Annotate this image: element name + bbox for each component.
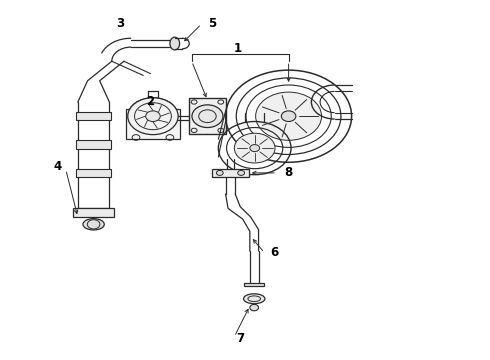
Circle shape — [128, 98, 178, 135]
Circle shape — [281, 111, 296, 122]
Circle shape — [146, 111, 160, 122]
Circle shape — [250, 305, 259, 311]
Circle shape — [238, 170, 245, 175]
Text: 3: 3 — [117, 17, 124, 30]
Circle shape — [217, 170, 223, 175]
Circle shape — [234, 133, 275, 163]
Circle shape — [128, 98, 178, 135]
Text: 7: 7 — [236, 332, 244, 345]
Bar — [76, 112, 111, 121]
Ellipse shape — [83, 219, 104, 230]
Ellipse shape — [244, 294, 265, 304]
Text: 8: 8 — [285, 166, 293, 179]
Text: 5: 5 — [208, 17, 216, 30]
Bar — [76, 140, 111, 149]
Circle shape — [146, 111, 160, 122]
Text: 2: 2 — [147, 95, 155, 108]
Bar — [244, 283, 265, 286]
Bar — [76, 168, 111, 177]
Text: 6: 6 — [270, 246, 278, 259]
Bar — [73, 208, 114, 217]
Circle shape — [256, 92, 321, 140]
Bar — [189, 99, 225, 134]
Bar — [212, 168, 249, 177]
Bar — [126, 109, 180, 139]
Circle shape — [192, 105, 223, 127]
Ellipse shape — [170, 37, 180, 50]
Circle shape — [250, 145, 260, 152]
Text: 4: 4 — [53, 160, 62, 173]
Text: 1: 1 — [234, 42, 242, 55]
